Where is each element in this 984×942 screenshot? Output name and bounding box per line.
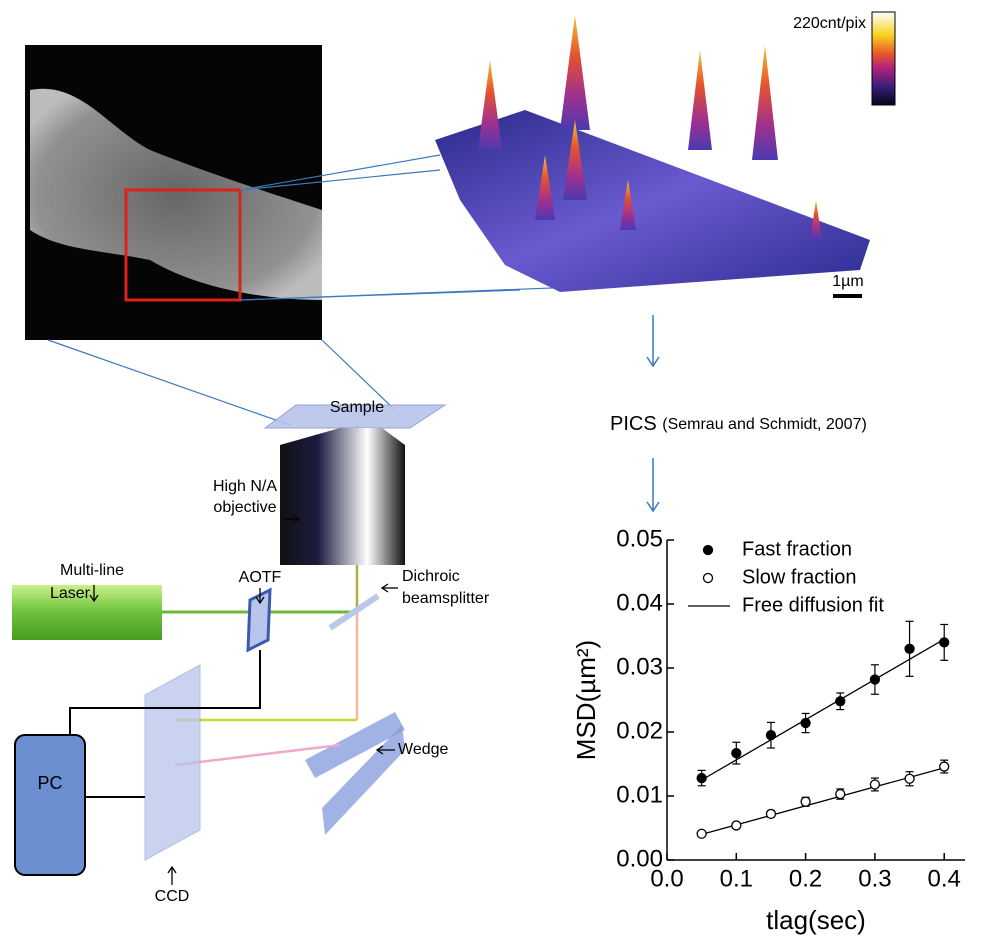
point	[836, 790, 845, 799]
y-tick-label: 0.05	[616, 525, 663, 552]
point	[905, 774, 914, 783]
point	[940, 762, 949, 771]
laser-label: Laser	[50, 585, 91, 602]
legend-label: Free diffusion fit	[742, 594, 884, 616]
fit-line	[702, 639, 945, 780]
y-tick-label: 0.03	[616, 653, 663, 680]
dichroic-label: Dichroic	[402, 568, 460, 585]
legend-marker	[704, 546, 713, 555]
ccd-label: CCD	[155, 888, 190, 905]
point	[940, 638, 949, 647]
citation: (Semrau and Schmidt, 2007)	[662, 416, 867, 433]
pc-label: PC	[37, 773, 62, 793]
point	[697, 774, 706, 783]
point	[870, 780, 879, 789]
ccd	[145, 665, 200, 860]
point	[697, 829, 706, 838]
point	[870, 675, 879, 684]
y-axis-label: MSD(µm²)	[571, 640, 601, 760]
legend-label: Slow fraction	[742, 566, 857, 588]
figure: 220cnt/pix 1µm PICS (Semrau and Schmidt,…	[0, 0, 984, 942]
point	[766, 809, 775, 818]
dichroic-label: beamsplitter	[402, 590, 490, 607]
legend-label: Fast fraction	[742, 538, 852, 560]
wedge-label: Wedge	[398, 741, 449, 758]
pc	[15, 735, 85, 875]
x-tick-label: 0.2	[789, 865, 822, 892]
setup-labels: Sample High N/A objective Multi-line Las…	[37, 399, 489, 905]
x-tick-label: 0.4	[928, 865, 961, 892]
aotf-label: AOTF	[239, 569, 282, 586]
sample-label: Sample	[330, 399, 384, 416]
y-tick-label: 0.02	[616, 717, 663, 744]
x-tick-label: 0.3	[858, 865, 891, 892]
method-label: PICS (Semrau and Schmidt, 2007)	[610, 413, 867, 435]
point	[905, 644, 914, 653]
method: PICS	[610, 413, 657, 435]
aotf	[248, 590, 270, 650]
x-tick-label: 0.0	[650, 865, 683, 892]
colorbar-label: 220cnt/pix	[793, 15, 866, 32]
x-axis-label: tlag(sec)	[766, 905, 866, 935]
point	[732, 821, 741, 830]
point	[836, 697, 845, 706]
y-tick-label: 0.01	[616, 781, 663, 808]
legend-marker	[704, 574, 713, 583]
point	[766, 731, 775, 740]
scale-label: 1µm	[832, 273, 863, 290]
colorbar	[872, 12, 895, 105]
point	[801, 797, 810, 806]
point	[801, 719, 810, 728]
objective	[280, 428, 405, 565]
point	[732, 749, 741, 758]
y-tick-label: 0.04	[616, 589, 663, 616]
objective-label: High N/A	[213, 478, 277, 495]
objective-label: objective	[213, 499, 276, 516]
laser-label: Multi-line	[60, 562, 124, 579]
x-tick-label: 0.1	[720, 865, 753, 892]
page: { "figure": { "colorbar_label": "220cnt/…	[0, 0, 984, 942]
